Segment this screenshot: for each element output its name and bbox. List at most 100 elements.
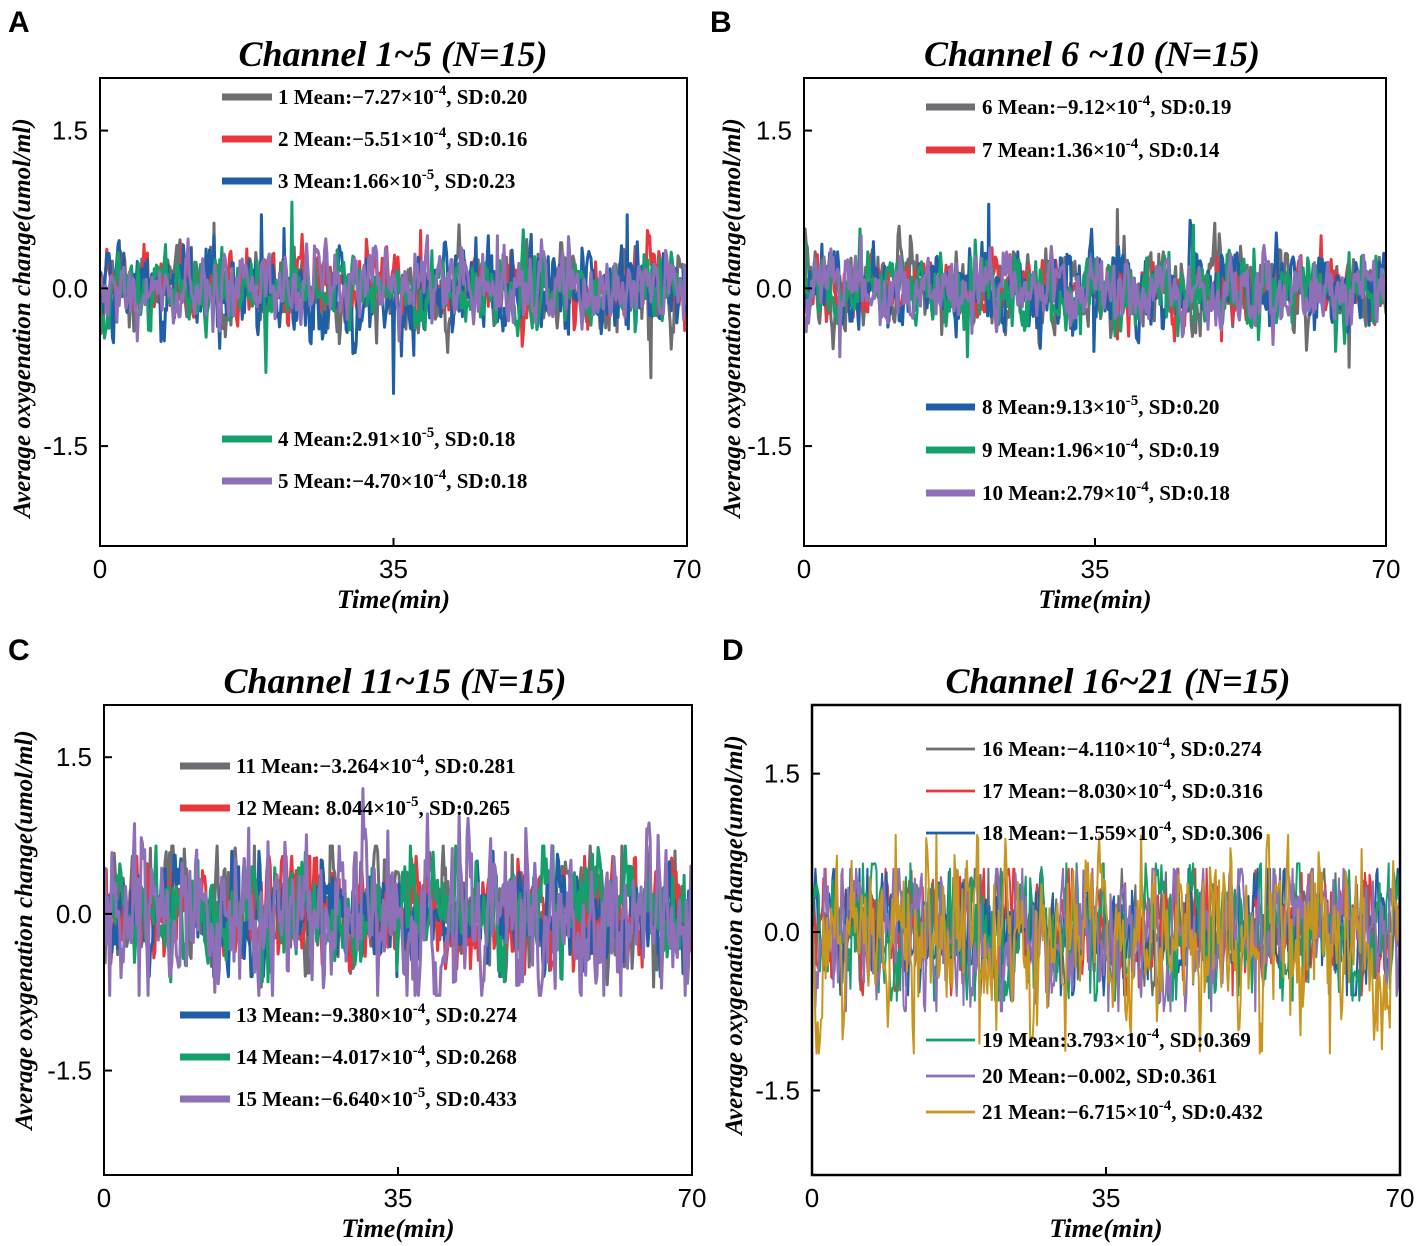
legend-sd: SD:0.23 — [440, 169, 516, 193]
legend-entry-13: 13 Mean:−9.380×10-4, SD:0.274 — [180, 1001, 517, 1027]
legend-channel: 19 — [982, 1028, 1008, 1052]
legend-mean-value: 1.559×10 — [1079, 821, 1159, 845]
y-axis-label: Average oxygenation change(umol/ml) — [9, 118, 36, 520]
legend-sd: SD:0.16 — [452, 127, 528, 151]
legend-separator: , — [446, 127, 451, 151]
legend-mean-value: 6.640×10 — [333, 1087, 413, 1111]
y-tick-label: 0.0 — [756, 273, 792, 303]
legend-entry-4: 4 Mean:2.91×10-5, SD:0.18 — [222, 425, 515, 451]
legend-entry-6: 6 Mean:−9.12×10-4, SD:0.19 — [926, 93, 1231, 119]
traces — [104, 787, 692, 997]
legend-label: 5 Mean:−4.70×10-4, SD:0.18 — [278, 467, 527, 493]
legend-channel: 4 — [278, 427, 294, 451]
series-line-14 — [104, 844, 692, 984]
legend-separator: , — [425, 1003, 430, 1027]
x-tick-label: 35 — [1092, 1183, 1121, 1213]
legend-sd: SD:0.281 — [429, 754, 515, 778]
legend-separator: , — [1171, 1100, 1176, 1124]
legend-entry-2: 2 Mean:−5.51×10-4, SD:0.16 — [222, 125, 527, 151]
series-line-19 — [812, 862, 1400, 1002]
legend-channel: 2 — [278, 127, 294, 151]
legend-sd: SD:0.19 — [1144, 438, 1220, 462]
y-tick-label: -1.5 — [747, 431, 792, 461]
legend-mean-label: Mean: — [262, 796, 326, 820]
legend-entry-12: 12 Mean: 8.044×10-5, SD:0.265 — [180, 794, 510, 820]
legend-mean-label: Mean:− — [1008, 779, 1078, 803]
legend-mean-exponent: -4 — [412, 752, 425, 768]
legend-label: 16 Mean:−4.110×10-4, SD:0.274 — [982, 735, 1262, 761]
legend-sd: SD:0.265 — [424, 796, 510, 820]
legend-sd: SD:0.274 — [1175, 737, 1262, 761]
y-axis-label: Average oxygenation change(umol/ml) — [11, 730, 38, 1132]
legend-entry-18: 18 Mean:−1.559×10-4, SD:0.306 — [926, 819, 1263, 845]
legend-sd: SD:0.18 — [452, 469, 528, 493]
legend-separator: , — [446, 85, 451, 109]
legend-label: 21 Mean:−6.715×10-4, SD:0.432 — [982, 1098, 1263, 1124]
x-tick-label: 35 — [384, 1183, 413, 1213]
x-tick-label: 0 — [797, 554, 811, 584]
legend-channel: 5 — [278, 469, 294, 493]
legend-mean-exponent: -4 — [1159, 777, 1172, 793]
panel-label: B — [710, 6, 732, 39]
series-line-15 — [104, 787, 692, 997]
legend-mean-label: Mean:− — [262, 1003, 332, 1027]
panel-label: D — [722, 634, 744, 667]
legend-separator: , — [425, 1087, 430, 1111]
legend-mean-label: Mean:− — [294, 469, 364, 493]
x-tick-label: 35 — [379, 554, 408, 584]
legend-channel: 21 — [982, 1100, 1008, 1124]
legend-separator: , — [1138, 138, 1143, 162]
legend-label: 3 Mean:1.66×10-5, SD:0.23 — [278, 167, 515, 193]
legend-mean-label: Mean: — [998, 138, 1056, 162]
x-axis-label: Time(min) — [341, 1214, 454, 1243]
legend-label: 4 Mean:2.91×10-5, SD:0.18 — [278, 425, 515, 451]
legend-mean-value: 4.017×10 — [333, 1045, 413, 1069]
legend-sd: SD:0.18 — [440, 427, 516, 451]
x-tick-label: 70 — [1372, 554, 1401, 584]
legend-sd: SD:0.432 — [1177, 1100, 1263, 1124]
legend-channel: 7 — [982, 138, 998, 162]
y-tick-label: 1.5 — [756, 116, 792, 146]
legend-mean-exponent: -4 — [1126, 136, 1139, 152]
legend-mean-label: Mean: — [294, 169, 352, 193]
legend-mean-exponent: -4 — [1158, 735, 1171, 751]
legend-channel: 9 — [982, 438, 998, 462]
series-line-21 — [812, 833, 1400, 1055]
legend-mean-label: Mean: — [294, 427, 352, 451]
legend-label: 8 Mean:9.13×10-5, SD:0.20 — [982, 393, 1219, 419]
legend-mean-value: 3.264×10 — [331, 754, 411, 778]
legend-channel: 15 — [236, 1087, 262, 1111]
legend-sd: SD:0.19 — [1156, 95, 1232, 119]
legend-entry-21: 21 Mean:−6.715×10-4, SD:0.432 — [926, 1098, 1263, 1124]
y-tick-label: 1.5 — [52, 116, 88, 146]
chart-panel-d: D Channel 16~21 (N=15) 1.5 0.0 -1.5 0 35 70 Time… — [721, 634, 1414, 1243]
traces — [812, 833, 1400, 1055]
legend-channel: 8 — [982, 395, 998, 419]
series-line-5 — [100, 234, 687, 343]
legend-separator: , — [446, 469, 451, 493]
legend-sd: SD:0.18 — [1154, 481, 1230, 505]
legend-label: 18 Mean:−1.559×10-4, SD:0.306 — [982, 819, 1263, 845]
legend-entry-7: 7 Mean:1.36×10-4, SD:0.14 — [926, 136, 1220, 162]
legend-separator: , — [424, 754, 429, 778]
legend-entry-5: 5 Mean:−4.70×10-4, SD:0.18 — [222, 467, 527, 493]
legend-mean-exponent: -4 — [1159, 819, 1172, 835]
legend-mean-exponent: -4 — [1159, 1098, 1172, 1114]
legend-channel: 17 — [982, 779, 1008, 803]
y-tick-label: -1.5 — [755, 1076, 800, 1106]
chart-title: Channel 6 ~10 (N=15) — [924, 34, 1260, 74]
y-tick-label: -1.5 — [43, 431, 88, 461]
legend-label: 17 Mean:−8.030×10-4, SD:0.316 — [982, 777, 1263, 803]
legend-mean-exponent: -4 — [434, 83, 447, 99]
chart-panel-b: B Channel 6 ~10 (N=15) 1.5 0.0 -1.5 0 35 70 Time… — [710, 6, 1400, 614]
legend-channel: 12 — [236, 796, 262, 820]
legend-mean-exponent: -4 — [1138, 93, 1151, 109]
legend-entry-16: 16 Mean:−4.110×10-4, SD:0.274 — [926, 735, 1262, 761]
legend-entry-9: 9 Mean:1.96×10-4, SD:0.19 — [926, 436, 1219, 462]
legend-entry-14: 14 Mean:−4.017×10-4, SD:0.268 — [180, 1043, 517, 1069]
legend-mean-exponent: -5 — [406, 794, 419, 810]
legend-entry-3: 3 Mean:1.66×10-5, SD:0.23 — [222, 167, 515, 193]
legend-mean-label: Mean:− — [261, 754, 331, 778]
